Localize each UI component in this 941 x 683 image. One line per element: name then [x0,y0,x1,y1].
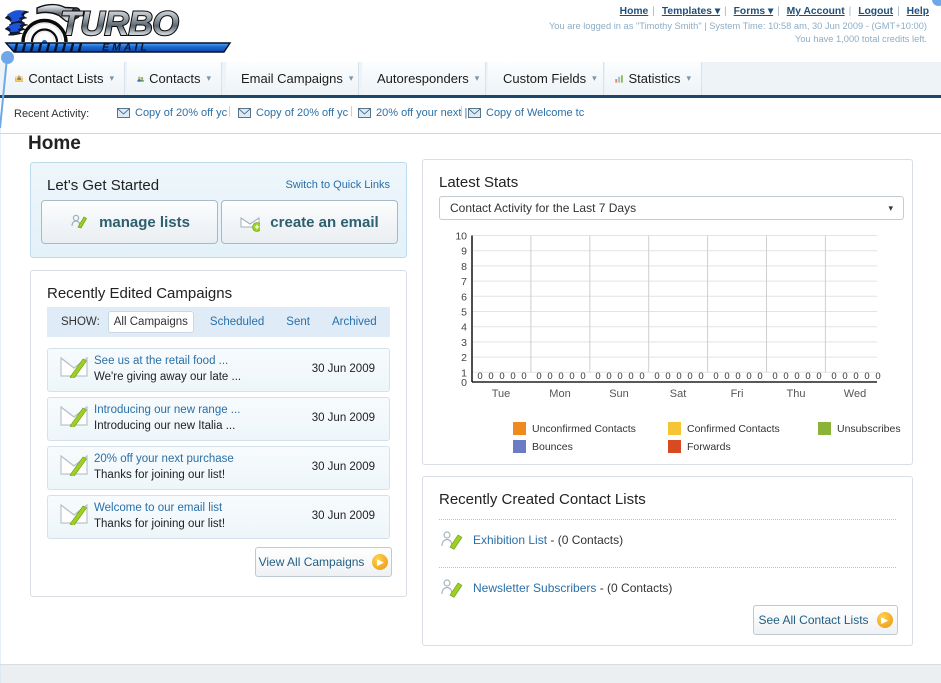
svg-text:0: 0 [687,371,692,382]
svg-text:Mon: Mon [549,388,570,400]
svg-text:0: 0 [875,371,880,382]
svg-text:6: 6 [461,291,467,303]
svg-text:0: 0 [713,371,718,382]
svg-text:Tue: Tue [492,388,511,400]
svg-text:0: 0 [783,371,788,382]
svg-text:0: 0 [816,371,821,382]
svg-text:5: 5 [461,307,467,319]
svg-text:0: 0 [617,371,622,382]
svg-text:2: 2 [461,352,467,364]
svg-text:0: 0 [595,371,600,382]
svg-text:0: 0 [606,371,611,382]
svg-text:0: 0 [746,371,751,382]
svg-text:0: 0 [488,371,493,382]
svg-text:0: 0 [665,371,670,382]
svg-text:0: 0 [510,371,515,382]
svg-text:10: 10 [455,231,467,243]
svg-text:0: 0 [521,371,526,382]
svg-text:Sat: Sat [670,388,687,400]
svg-text:0: 0 [499,371,504,382]
svg-text:3: 3 [461,337,467,349]
svg-text:0: 0 [580,371,585,382]
svg-text:7: 7 [461,276,467,288]
svg-text:0: 0 [536,371,541,382]
svg-text:0: 0 [805,371,810,382]
svg-text:0: 0 [461,377,467,389]
svg-text:Sun: Sun [609,388,629,400]
svg-text:9: 9 [461,246,467,258]
svg-text:8: 8 [461,261,467,273]
svg-text:0: 0 [794,371,799,382]
svg-text:Fri: Fri [731,388,744,400]
svg-text:4: 4 [461,322,467,334]
svg-text:0: 0 [558,371,563,382]
svg-text:0: 0 [639,371,644,382]
svg-text:0: 0 [628,371,633,382]
svg-text:0: 0 [864,371,869,382]
svg-text:Thu: Thu [787,388,806,400]
svg-text:EMAIL: EMAIL [102,42,150,54]
svg-text:0: 0 [772,371,777,382]
svg-text:0: 0 [698,371,703,382]
svg-text:0: 0 [676,371,681,382]
svg-text:Wed: Wed [844,388,866,400]
svg-text:0: 0 [735,371,740,382]
svg-text:0: 0 [757,371,762,382]
svg-text:0: 0 [477,371,482,382]
svg-text:0: 0 [654,371,659,382]
svg-text:0: 0 [724,371,729,382]
svg-text:0: 0 [853,371,858,382]
svg-text:0: 0 [831,371,836,382]
svg-text:0: 0 [547,371,552,382]
svg-text:0: 0 [842,371,847,382]
svg-text:0: 0 [569,371,574,382]
svg-text:TURBO: TURBO [60,5,178,43]
